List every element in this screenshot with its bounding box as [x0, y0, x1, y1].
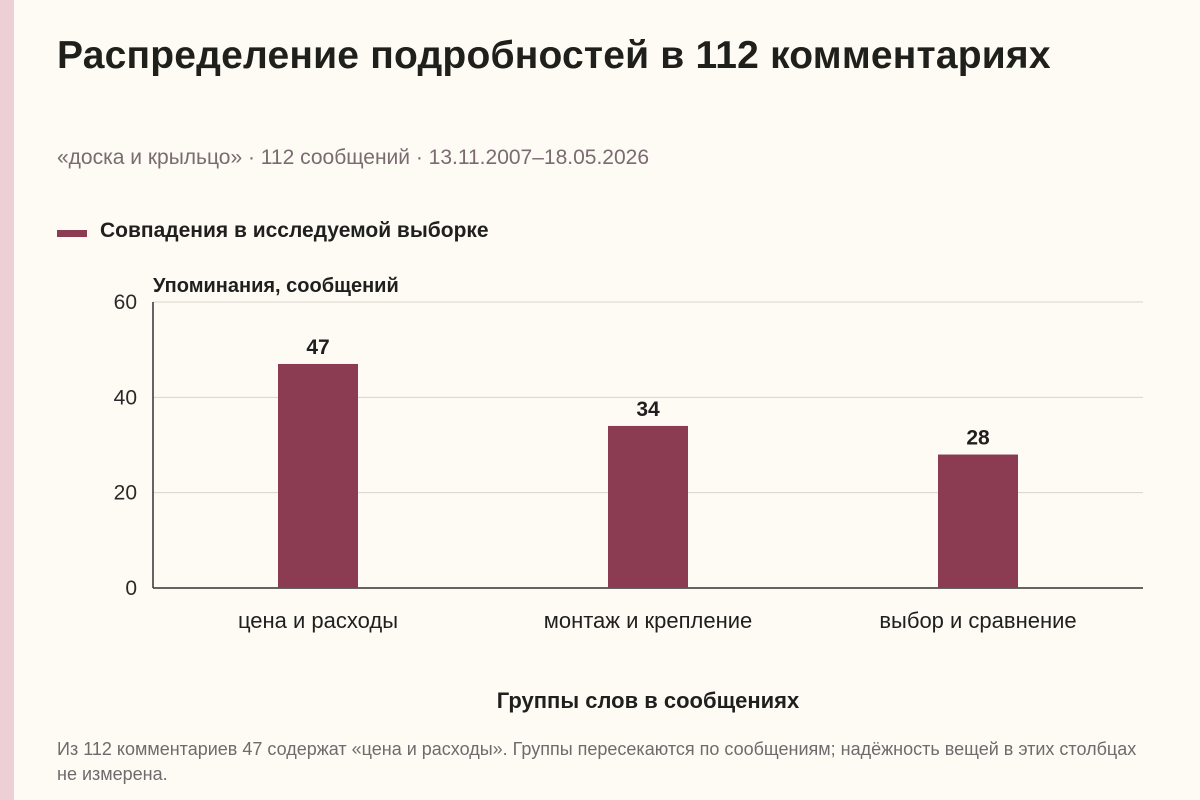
chart-subtitle: «доска и крыльцо» · 112 сообщений · 13.1…: [57, 146, 650, 169]
y-tick-label: 60: [114, 291, 137, 314]
x-axis-title: Группы слов в сообщениях: [497, 688, 800, 713]
data-label: 47: [306, 336, 329, 359]
x-tick-label: выбор и сравнение: [879, 608, 1076, 633]
footnote: Из 112 комментариев 47 содержат «цена и …: [57, 739, 1137, 784]
x-tick-label: цена и расходы: [238, 608, 398, 633]
bar: [608, 425, 688, 588]
accent-strip: [0, 0, 14, 800]
legend-label: Совпадения в исследуемой выборке: [100, 219, 489, 242]
legend: Совпадения в исследуемой выборке: [57, 219, 489, 243]
bar: [278, 363, 358, 588]
legend-swatch: [57, 229, 87, 237]
y-axis-title: Упоминания, сообщений: [153, 275, 399, 297]
y-tick-label: 20: [114, 482, 137, 505]
chart-title: Распределение подробностей в 112 коммент…: [57, 34, 1051, 77]
y-tick-label: 0: [125, 577, 137, 600]
x-tick-label: монтаж и крепление: [544, 608, 753, 633]
data-label: 34: [636, 398, 660, 421]
bar: [938, 454, 1018, 588]
data-label: 28: [966, 427, 990, 450]
y-tick-label: 40: [114, 386, 137, 409]
